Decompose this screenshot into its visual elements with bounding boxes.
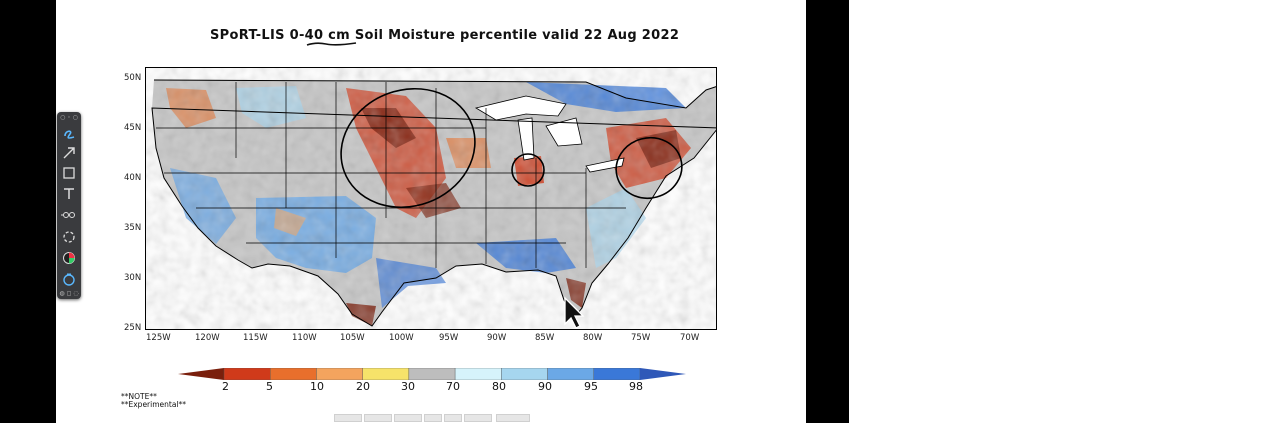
soil-moisture-map (145, 67, 717, 330)
page-thumb-5[interactable] (444, 414, 462, 422)
colorbar-segment (547, 368, 594, 380)
colorbar-left-arrow (178, 368, 224, 380)
experimental-label: **Experimental** (121, 400, 187, 409)
timer-tool-icon[interactable] (60, 270, 78, 288)
rectangle-tool-icon[interactable] (60, 164, 78, 182)
lon-label-105w: 105W (340, 333, 365, 343)
annotation-toolbar: ○ ◦ ○ ◍ ◻ ◌ (57, 112, 81, 299)
lon-label-100w: 100W (389, 333, 414, 343)
colorbar-label-70: 70 (446, 380, 460, 393)
text-tool-icon[interactable] (60, 184, 78, 202)
map-title: SPoRT-LIS 0-40 cm Soil Moisture percenti… (210, 28, 680, 43)
pen-tool-icon[interactable] (60, 124, 78, 142)
lat-label-50n: 50N (124, 73, 142, 83)
lon-label-90w: 90W (487, 333, 507, 343)
colorbar-label-20: 20 (356, 380, 370, 393)
colorbar-label-95: 95 (584, 380, 598, 393)
colorbar-right-arrow (640, 368, 686, 380)
lon-label-110w: 110W (292, 333, 317, 343)
toolbar-top-controls[interactable]: ○ ◦ ○ (60, 114, 78, 121)
colorbar-label-2: 2 (222, 380, 229, 393)
colorbar-label-98: 98 (629, 380, 643, 393)
lon-label-75w: 75W (631, 333, 651, 343)
page-thumb-7[interactable] (496, 414, 530, 422)
page-thumb-3[interactable] (394, 414, 422, 422)
colorbar-segment (501, 368, 548, 380)
lon-label-95w: 95W (439, 333, 459, 343)
colorbar-segment (362, 368, 410, 380)
link-tool-icon[interactable] (60, 206, 78, 224)
left-black-bar (0, 0, 56, 423)
lat-label-25n: 25N (124, 323, 142, 333)
page-thumb-2[interactable] (364, 414, 392, 422)
lon-label-115w: 115W (243, 333, 268, 343)
note-label: **NOTE** (121, 392, 157, 401)
handwritten-underline (306, 42, 357, 46)
colorbar-label-80: 80 (492, 380, 506, 393)
colorbar-segment (408, 368, 456, 380)
colorbar-segment (454, 368, 502, 380)
page-thumb-4[interactable] (424, 414, 442, 422)
colorbar-segment (316, 368, 363, 380)
arrow-tool-icon[interactable] (60, 144, 78, 162)
colorbar-label-5: 5 (266, 380, 273, 393)
lon-label-85w: 85W (535, 333, 555, 343)
toolbar-bottom-controls[interactable]: ◍ ◻ ◌ (59, 290, 79, 297)
page-thumb-1[interactable] (334, 414, 362, 422)
colorbar (178, 368, 686, 380)
color-tool-icon[interactable] (60, 249, 78, 267)
page-thumb-6[interactable] (464, 414, 492, 422)
colorbar-label-30: 30 (401, 380, 415, 393)
colorbar-label-90: 90 (538, 380, 552, 393)
lasso-tool-icon[interactable] (60, 228, 78, 246)
colorbar-segment (270, 368, 317, 380)
mouse-cursor-icon (564, 296, 585, 329)
right-black-bar (806, 0, 849, 423)
lat-label-40n: 40N (124, 173, 142, 183)
lon-label-80w: 80W (583, 333, 603, 343)
lat-label-45n: 45N (124, 123, 142, 133)
lon-label-120w: 120W (195, 333, 220, 343)
colorbar-segment (223, 368, 271, 380)
lon-label-125w: 125W (146, 333, 171, 343)
map-graphic (146, 68, 716, 329)
lat-label-35n: 35N (124, 223, 142, 233)
lat-label-30n: 30N (124, 273, 142, 283)
lon-label-70w: 70W (680, 333, 700, 343)
colorbar-label-10: 10 (310, 380, 324, 393)
colorbar-segment (593, 368, 641, 380)
